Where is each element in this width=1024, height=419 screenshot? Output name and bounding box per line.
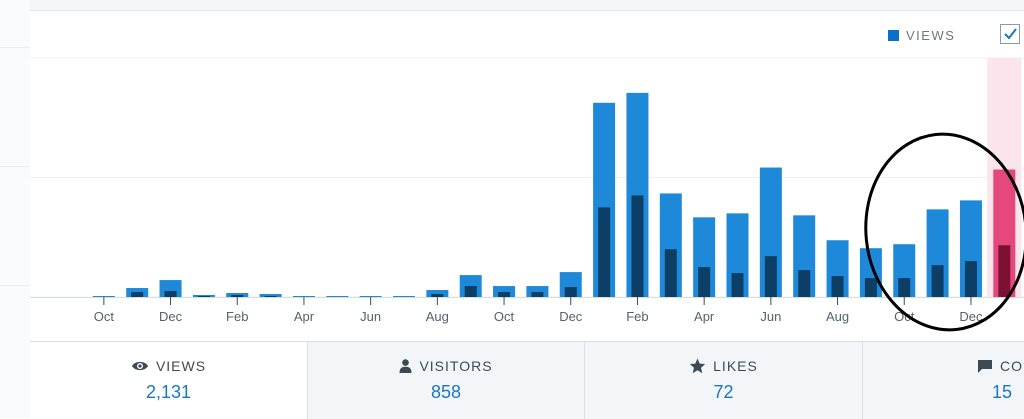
visitors-bar [631, 195, 644, 297]
legend-label-views: VIEWS [906, 28, 956, 43]
visitors-bar [731, 273, 744, 297]
visitors-bar [864, 278, 877, 297]
legend-checkbox[interactable] [1000, 24, 1020, 44]
x-tick-label: Oct [894, 309, 915, 324]
x-tick-label: Dec [159, 309, 183, 324]
x-tick-label: Dec [959, 309, 983, 324]
views-bar [259, 294, 282, 297]
visitors-bar [664, 249, 677, 297]
legend-swatch-views [888, 30, 899, 41]
stat-tab-visitors[interactable]: VISITORS 858 [307, 342, 584, 419]
visitors-bar [197, 296, 210, 297]
x-tick-label: Apr [694, 309, 715, 324]
left-panel-edge [0, 0, 30, 418]
stat-value-views: 2,131 [145, 382, 192, 402]
visitors-bar [598, 207, 611, 297]
left-divider [0, 166, 30, 167]
visitors-bar [164, 291, 177, 297]
views-bar [493, 286, 516, 297]
visitors-bar [431, 294, 444, 297]
visitors-bar [764, 256, 777, 297]
visitors-bar [464, 286, 477, 297]
visitors-bar [131, 292, 144, 297]
x-tick-label: Oct [494, 309, 515, 324]
x-tick-label: Feb [626, 309, 648, 324]
person-icon [399, 359, 412, 373]
views-bar [92, 296, 115, 297]
top-divider [30, 0, 1024, 11]
comment-icon [978, 359, 992, 373]
visitors-bar [498, 292, 511, 297]
stats-summary: VIEWS 2,131 VISITORS 858 LIKES 72 COMME [30, 341, 1024, 419]
visitors-bar [698, 267, 711, 297]
stat-label-views: VIEWS [155, 358, 207, 374]
stat-tab-comments[interactable]: COMME 15 [862, 342, 1024, 419]
views-bar-chart: Oct Dec Feb Apr Jun Aug Oct Dec Feb Apr Jun Aug Oct D… [30, 57, 1024, 324]
chart-legend[interactable]: VIEWS [888, 28, 955, 43]
views-bar [426, 290, 449, 297]
x-tick-label: Aug [826, 309, 849, 324]
stat-label-visitors: VISITORS [419, 358, 493, 374]
left-divider [0, 47, 30, 48]
stat-tab-likes[interactable]: LIKES 72 [584, 342, 862, 419]
x-tick-label: Oct [94, 309, 115, 324]
eye-icon [131, 361, 148, 371]
views-bar [326, 296, 349, 297]
stat-label-likes: LIKES [713, 358, 758, 374]
stat-value-visitors: 858 [430, 382, 462, 402]
stat-tab-views[interactable]: VIEWS 2,131 [30, 342, 307, 419]
visitors-bar [531, 292, 544, 297]
visitors-bar [964, 261, 977, 297]
chart-x-axis: Oct Dec Feb Apr Jun Aug Oct Dec Feb Apr Jun Aug Oct D… [30, 297, 1024, 324]
visitors-bar [264, 296, 277, 297]
stat-label-comments: COMME [1000, 358, 1024, 374]
stat-value-comments: 15 [992, 382, 1013, 402]
visitors-bar [898, 278, 911, 297]
visitors-bar [831, 276, 844, 297]
views-bar [526, 286, 549, 297]
visitors-bar [998, 245, 1011, 297]
stat-value-likes: 72 [713, 382, 734, 402]
x-tick-label: Aug [426, 309, 449, 324]
visitors-bar [564, 287, 577, 297]
views-bar [393, 296, 415, 297]
views-bar [192, 295, 215, 297]
left-divider [0, 285, 30, 286]
visitors-bar [931, 265, 944, 297]
views-bar [359, 296, 382, 297]
x-tick-label: Jun [360, 309, 381, 324]
visitors-bar [231, 295, 244, 297]
x-tick-label: Jun [760, 309, 781, 324]
visitors-bar [798, 270, 811, 297]
x-tick-label: Apr [294, 309, 315, 324]
x-tick-label: Dec [559, 309, 583, 324]
checkmark-icon [1004, 28, 1017, 40]
x-tick-label: Feb [226, 309, 248, 324]
views-bar [292, 296, 315, 297]
star-icon [689, 358, 706, 374]
